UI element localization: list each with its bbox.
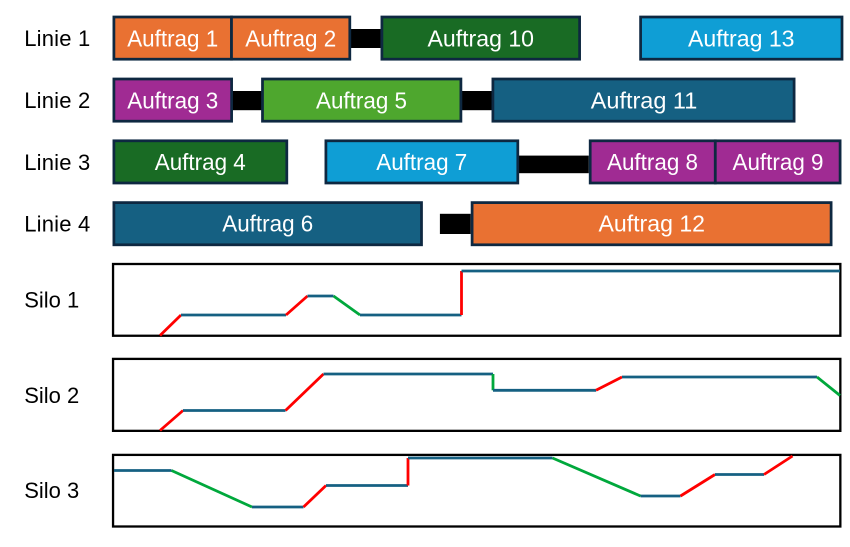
svg-text:Auftrag 11: Auftrag 11 bbox=[591, 88, 698, 114]
svg-text:Auftrag 4: Auftrag 4 bbox=[155, 149, 246, 175]
svg-text:Auftrag 6: Auftrag 6 bbox=[222, 211, 313, 237]
svg-text:Silo 2: Silo 2 bbox=[24, 383, 79, 408]
svg-text:Linie 4: Linie 4 bbox=[24, 211, 90, 236]
svg-text:Auftrag 3: Auftrag 3 bbox=[127, 88, 218, 114]
svg-text:Linie 2: Linie 2 bbox=[24, 88, 90, 113]
svg-text:Auftrag 10: Auftrag 10 bbox=[428, 26, 535, 52]
svg-text:Silo 1: Silo 1 bbox=[24, 287, 79, 312]
svg-text:Linie 3: Linie 3 bbox=[24, 150, 90, 175]
svg-text:Auftrag 2: Auftrag 2 bbox=[245, 26, 336, 52]
svg-text:Silo 3: Silo 3 bbox=[24, 478, 79, 503]
svg-text:Auftrag 12: Auftrag 12 bbox=[599, 211, 706, 237]
svg-text:Auftrag 9: Auftrag 9 bbox=[733, 149, 824, 175]
svg-text:Auftrag 13: Auftrag 13 bbox=[688, 26, 795, 52]
svg-text:Linie 1: Linie 1 bbox=[24, 26, 90, 51]
svg-text:Auftrag 1: Auftrag 1 bbox=[127, 26, 218, 52]
svg-text:Auftrag 8: Auftrag 8 bbox=[607, 149, 698, 175]
svg-text:Auftrag 7: Auftrag 7 bbox=[376, 149, 467, 175]
svg-text:Auftrag 5: Auftrag 5 bbox=[316, 88, 407, 114]
